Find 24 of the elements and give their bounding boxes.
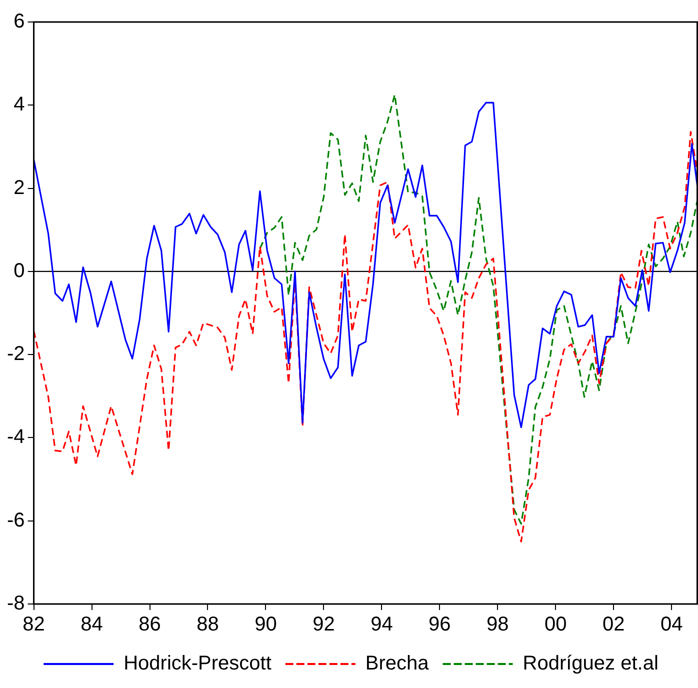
y-tick-label: 2 — [14, 176, 25, 199]
x-tick-label: 96 — [428, 614, 451, 636]
y-tick-label: 4 — [14, 94, 25, 116]
x-tick-label: 82 — [22, 614, 45, 636]
x-tick-label: 00 — [544, 614, 567, 636]
x-tick-label: 90 — [254, 614, 277, 636]
y-tick-label: -2 — [6, 343, 25, 366]
line-series — [259, 94, 698, 525]
legend-label: Brecha — [365, 652, 430, 675]
x-tick-label: 04 — [660, 614, 683, 636]
y-tick-label: -4 — [6, 426, 25, 448]
x-tick-label: 84 — [80, 614, 103, 636]
y-tick-label: -8 — [6, 592, 25, 615]
x-tick-label: 88 — [196, 614, 219, 636]
x-tick-label: 02 — [602, 614, 625, 636]
legend-label: Rodríguez et.al — [522, 652, 658, 675]
x-tick-label: 94 — [370, 614, 393, 636]
legend-label: Hodrick-Prescott — [124, 652, 272, 675]
x-tick-label: 86 — [138, 614, 161, 636]
x-tick-label: 98 — [486, 614, 509, 636]
y-tick-label: -6 — [6, 509, 25, 532]
x-tick-label: 92 — [312, 614, 335, 636]
y-tick-label: 0 — [14, 260, 25, 282]
y-tick-label: 6 — [14, 10, 25, 33]
